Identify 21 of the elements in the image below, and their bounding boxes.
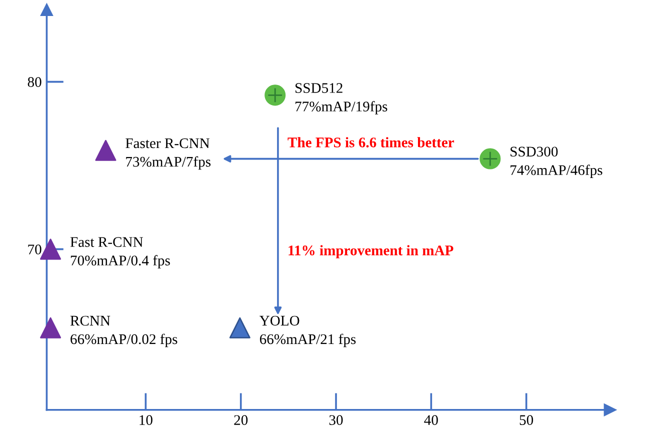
- point: [40, 317, 62, 338]
- x-tick-label: 30: [329, 415, 343, 425]
- point: [264, 84, 286, 106]
- point: [95, 140, 116, 161]
- point: [480, 148, 501, 170]
- data-label: Faster R-CNN 73%mAP/7fps: [126, 138, 211, 170]
- annotation: The FPS is 6.6 times better: [288, 137, 454, 148]
- point: [40, 238, 62, 260]
- x-tick-label: 10: [140, 415, 152, 425]
- data-label: Fast R-CNN 70%mAP/0.4 fps: [70, 237, 170, 268]
- x-tick-label: 40: [424, 415, 438, 425]
- data-label: SSD512 77%mAP/19fps: [296, 83, 388, 114]
- y-tick-label: 70: [28, 244, 42, 254]
- x-tick-label: 50: [520, 415, 534, 425]
- data-label: RCNN 66%mAP/0.02 fps: [70, 316, 178, 348]
- point: [229, 317, 250, 338]
- data-label: SSD300 74%mAP/46fps: [510, 146, 602, 178]
- data-label: YOLO 66%mAP/21 fps: [260, 316, 356, 348]
- y-tick-label: 80: [28, 77, 42, 87]
- annotation: 11% improvement in mAP: [288, 245, 454, 258]
- x-tick-label: 20: [234, 415, 248, 425]
